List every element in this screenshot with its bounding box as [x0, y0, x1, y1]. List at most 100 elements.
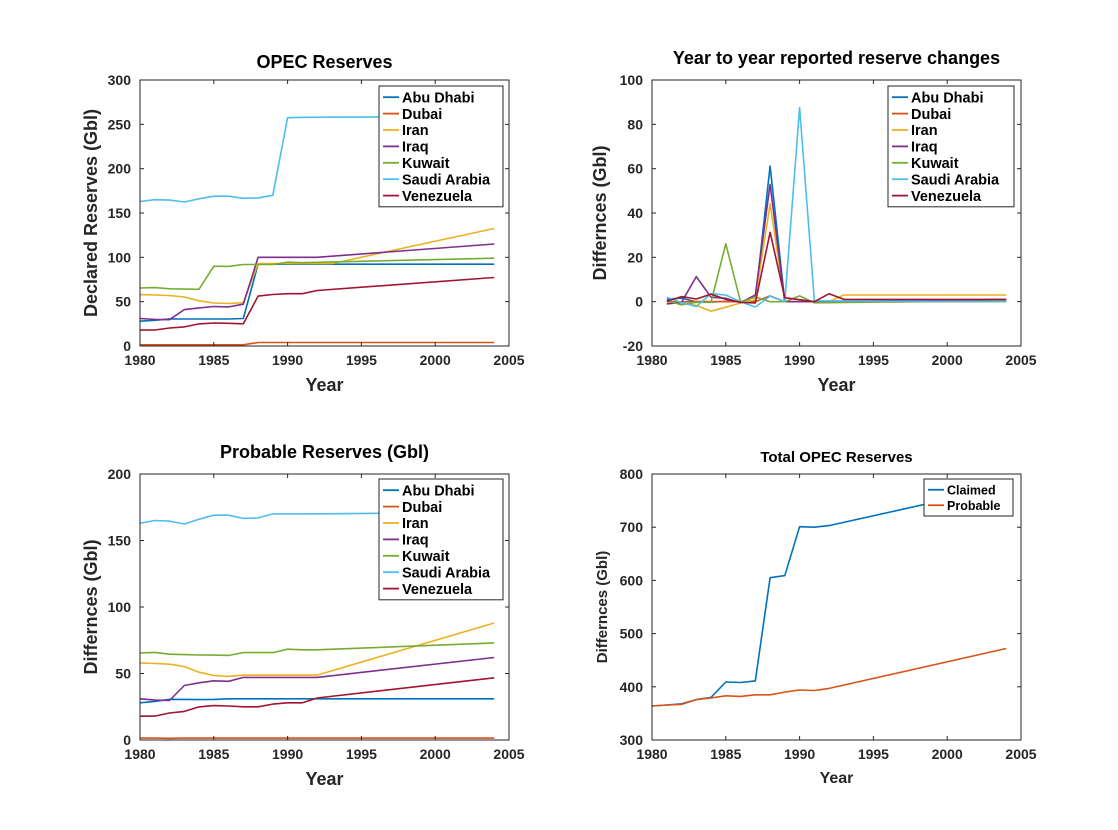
chart-panel-4: 1980 1985 1990 1995 2000 2005 300 400 500 600 700 8… [594, 449, 1037, 787]
series-line-iran [140, 622, 495, 678]
y-tick-label: 800 [620, 466, 644, 482]
series-line-probable [652, 647, 1007, 707]
legend-label: Abu Dhabi [402, 483, 475, 499]
y-tick-label: 150 [108, 205, 132, 221]
y-tick-label: 700 [620, 519, 644, 535]
legend-label: Dubai [402, 107, 442, 123]
legend-box [378, 478, 504, 601]
y-tick-label: 80 [627, 116, 643, 132]
x-axis-label: Year [817, 375, 855, 395]
legend-label: Iraq [911, 140, 938, 156]
x-tick-label: 2005 [1005, 746, 1036, 762]
y-tick-label: 0 [123, 732, 131, 748]
series-line-kuwait [140, 642, 495, 657]
x-tick-label: 1980 [124, 746, 155, 762]
x-tick-label: 1990 [784, 746, 815, 762]
chart-title: Year to year reported reserve changes [673, 48, 1000, 68]
y-tick-label: 400 [620, 679, 644, 695]
x-tick-label: 2000 [420, 352, 451, 368]
legend-label: Venezuela [402, 189, 473, 205]
x-tick-label: 1985 [710, 746, 741, 762]
legend-box [378, 85, 504, 208]
series-line-venezuela [140, 276, 495, 331]
y-tick-label: -20 [623, 338, 643, 354]
x-tick-label: 1990 [784, 352, 815, 368]
legend-label: Probable [947, 499, 1001, 513]
chart-panel-1: 1980 1985 1990 1995 2000 2005 0 50 100 150 200 250 3… [81, 52, 525, 395]
y-axis-label: Declared Reserves (Gbl) [81, 109, 101, 317]
x-axis-label: Year [305, 769, 343, 789]
y-tick-label: 300 [108, 72, 132, 88]
chart-title: OPEC Reserves [256, 52, 392, 72]
series-line-saudi-arabia [140, 115, 495, 203]
legend-label: Venezuela [402, 582, 473, 598]
legend-box [887, 85, 1015, 208]
x-tick-label: 1980 [636, 352, 667, 368]
legend-label: Iran [402, 516, 429, 532]
y-tick-label: 500 [620, 626, 644, 642]
legend-label: Abu Dhabi [911, 90, 984, 106]
x-tick-label: 2000 [932, 746, 963, 762]
x-tick-label: 1995 [346, 746, 377, 762]
x-tick-label: 1980 [124, 352, 155, 368]
series-group [666, 106, 1007, 313]
x-axis-label: Year [820, 770, 854, 787]
legend-label: Kuwait [402, 156, 450, 172]
series-group [652, 485, 1007, 707]
legend-label: Iraq [402, 140, 429, 156]
y-tick-label: 600 [620, 572, 644, 588]
series-line-iraq [140, 243, 495, 321]
series-line-iraq [140, 656, 495, 702]
legend-label: Iran [911, 123, 938, 139]
chart-title: Total OPEC Reserves [760, 449, 912, 466]
legend-label: Dubai [911, 107, 951, 123]
x-tick-label: 1990 [272, 352, 303, 368]
y-tick-label: 250 [108, 116, 132, 132]
chart-panel-3: 1980 1985 1990 1995 2000 2005 0 50 100 150 200 Prob… [81, 442, 525, 789]
x-tick-label: 1980 [636, 746, 667, 762]
series-group [140, 115, 495, 346]
y-tick-label: 50 [115, 294, 131, 310]
y-tick-label: 300 [620, 732, 644, 748]
x-tick-label: 1985 [710, 352, 741, 368]
x-tick-label: 2005 [493, 746, 524, 762]
y-axis-label: Differnces (Gbl) [81, 539, 101, 674]
series-line-saudi-arabia [140, 511, 495, 525]
chart-panel-2: 1980 1985 1990 1995 2000 2005 -20 0 20 40 60 80 100 Y… [590, 48, 1037, 395]
series-line-kuwait [666, 243, 1007, 306]
y-tick-label: 20 [627, 249, 643, 265]
legend-label: Kuwait [911, 156, 959, 172]
legend-label: Iran [402, 123, 429, 139]
x-tick-label: 2000 [932, 352, 963, 368]
y-tick-label: 200 [108, 161, 132, 177]
series-line-venezuela [140, 677, 495, 717]
legend-label: Dubai [402, 500, 442, 516]
series-line-saudi-arabia [666, 106, 1007, 308]
series-line-kuwait [140, 257, 495, 291]
x-tick-label: 1995 [346, 352, 377, 368]
x-tick-label: 1990 [272, 746, 303, 762]
y-tick-label: 150 [108, 533, 132, 549]
legend-label: Venezuela [911, 189, 982, 205]
y-axis-label: Differnces (Gbl) [590, 145, 610, 280]
y-tick-label: 40 [627, 205, 643, 221]
axes-box [651, 473, 1022, 741]
y-tick-label: 50 [115, 666, 131, 682]
series-line-venezuela [666, 231, 1007, 304]
y-tick-label: 100 [108, 599, 132, 615]
legend-label: Saudi Arabia [911, 172, 1000, 188]
legend-label: Saudi Arabia [402, 172, 491, 188]
y-tick-label: 100 [108, 249, 132, 265]
y-tick-label: 100 [620, 72, 644, 88]
y-tick-label: 0 [123, 338, 131, 354]
x-tick-label: 1995 [858, 746, 889, 762]
y-axis-label: Differnces (Gbl) [594, 551, 611, 664]
x-tick-label: 2005 [1005, 352, 1036, 368]
x-tick-label: 2005 [493, 352, 524, 368]
legend-label: Abu Dhabi [402, 90, 475, 106]
chart-title: Probable Reserves (Gbl) [220, 442, 429, 462]
legend-label: Saudi Arabia [402, 565, 491, 581]
